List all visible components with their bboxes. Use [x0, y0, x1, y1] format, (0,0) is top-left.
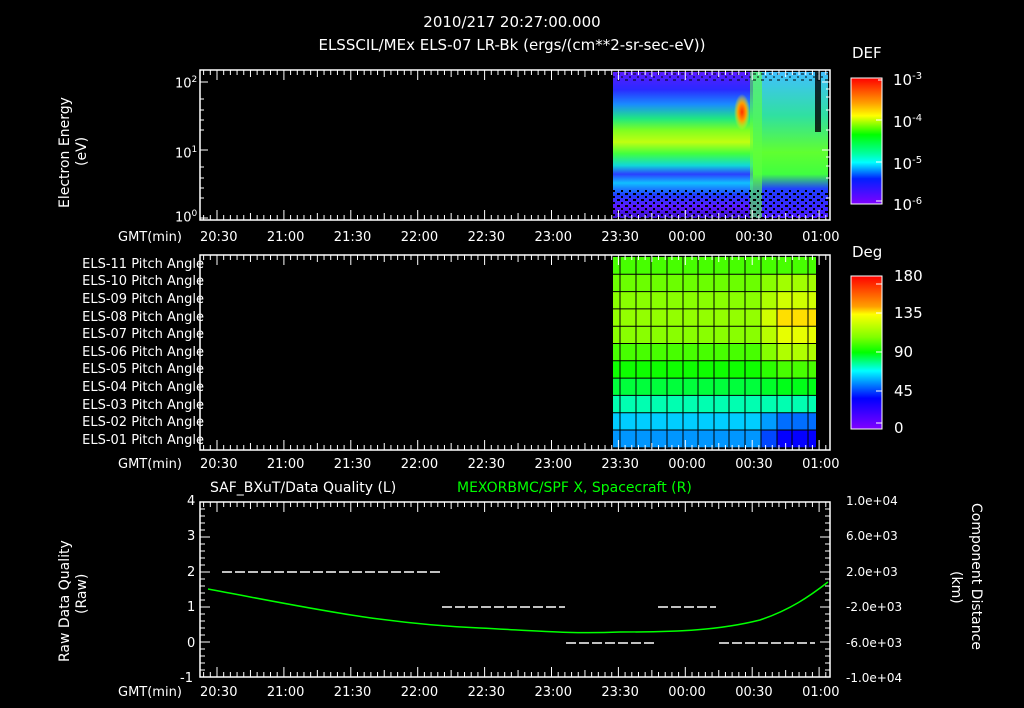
panel1-yunit: (eV)	[74, 136, 90, 166]
time-axis-label: GMT(min)	[118, 685, 182, 700]
panel3-left-title: SAF_BXuT/Data Quality (L)	[210, 480, 397, 496]
pitch-row-label: ELS-02 Pitch Angle	[82, 415, 204, 430]
pitch-grid	[613, 257, 816, 447]
deg-tick-90: 90	[894, 343, 914, 361]
panel3-rtick-2: 2.0e+03	[846, 565, 898, 579]
time-tick-label: 21:30	[333, 457, 372, 472]
def-tick-3: 10-6	[893, 196, 923, 214]
panel3-rtick-5: -1.0e+04	[846, 671, 903, 685]
def-tick-1: 10-4	[893, 113, 923, 131]
deg-tick-180: 180	[894, 267, 923, 285]
panel1-ytick-1: 101	[175, 145, 198, 162]
time-tick-label: 23:00	[534, 230, 572, 245]
def-tick-0: 10-3	[893, 71, 923, 89]
panel3-rtick-4: -6.0e+03	[846, 636, 903, 650]
deg-tick-135: 135	[894, 304, 923, 322]
time-tick-label: 20:30	[200, 457, 238, 472]
time-tick-label: 00:30	[735, 685, 773, 700]
panel3-yunit-left: (Raw)	[74, 573, 90, 614]
panel3-right-title: MEXORBMC/SPF X, Spacecraft (R)	[457, 480, 692, 496]
time-tick-label: 00:30	[735, 230, 773, 245]
panel3-ytick-0: 0	[187, 636, 196, 651]
time-tick-label: 21:30	[333, 230, 372, 245]
panel1-ytick-2: 102	[175, 75, 198, 92]
time-tick-label: 00:00	[668, 685, 706, 700]
pitch-row-label: ELS-01 Pitch Angle	[82, 433, 204, 448]
def-tick-2: 10-5	[893, 155, 923, 173]
time-tick-label: 23:00	[534, 685, 572, 700]
time-tick-label: 00:00	[668, 230, 706, 245]
panel3-ylabel-left: Raw Data Quality	[57, 540, 73, 662]
time-axis-label: GMT(min)	[118, 230, 182, 245]
deg-tick-0: 0	[894, 419, 904, 437]
time-tick-label: 01:00	[802, 457, 840, 472]
plot-timestamp: 2010/217 20:27:00.000	[423, 13, 601, 31]
time-tick-label: 21:00	[266, 457, 305, 472]
spacecraft-x-line	[207, 581, 829, 634]
time-tick-label: 22:30	[467, 230, 506, 245]
panel3-rtick-0: 1.0e+04	[846, 494, 898, 508]
panel3-ytick-4: 4	[187, 494, 196, 509]
pitch-row-label: ELS-06 Pitch Angle	[82, 345, 204, 360]
time-tick-label: 01:00	[802, 230, 840, 245]
pitch-row-label: ELS-03 Pitch Angle	[82, 398, 204, 413]
pitch-row-label: ELS-07 Pitch Angle	[82, 327, 204, 342]
time-tick-label: 22:00	[400, 457, 439, 472]
time-tick-label: 21:30	[333, 685, 372, 700]
time-tick-label: 22:00	[400, 685, 439, 700]
time-tick-label: 21:00	[266, 685, 305, 700]
time-tick-label: 00:30	[735, 457, 773, 472]
time-tick-label: 23:30	[601, 230, 639, 245]
time-axis-label: GMT(min)	[118, 457, 182, 472]
data-quality-line	[222, 571, 815, 644]
pitch-row-label: ELS-05 Pitch Angle	[82, 362, 204, 377]
panel3-yunit-right: (km)	[948, 571, 964, 604]
pitch-row-label: ELS-04 Pitch Angle	[82, 380, 204, 395]
deg-colorbar-title: Deg	[852, 243, 883, 261]
def-colorbar-title: DEF	[852, 44, 882, 62]
pitch-row-label: ELS-10 Pitch Angle	[82, 274, 204, 289]
pitch-row-label: ELS-08 Pitch Angle	[82, 310, 204, 325]
panel3-ytick-2: 2	[187, 565, 196, 580]
time-tick-label: 23:00	[534, 457, 572, 472]
panel3-rtick-3: -2.0e+03	[846, 600, 903, 614]
panel1-ylabel: Electron Energy	[57, 97, 73, 208]
time-tick-label: 23:30	[601, 457, 639, 472]
panel3-ytick-1: 1	[187, 600, 196, 615]
panel3-ylabel-right: Component Distance	[968, 503, 984, 650]
time-tick-label: 01:00	[802, 685, 840, 700]
panel1-ytick-0: 100	[175, 209, 198, 226]
deg-tick-45: 45	[894, 382, 914, 400]
time-tick-label: 00:00	[668, 457, 706, 472]
time-tick-label: 22:00	[400, 230, 439, 245]
time-tick-label: 22:30	[467, 457, 506, 472]
plot-subtitle: ELSSCIL/MEx ELS-07 LR-Bk (ergs/(cm**2-sr…	[318, 36, 706, 54]
time-tick-label: 23:30	[601, 685, 639, 700]
panel3-ytick-3: 3	[187, 529, 196, 544]
time-tick-label: 21:00	[266, 230, 305, 245]
time-tick-label: 22:30	[467, 685, 506, 700]
panel3-rtick-1: 6.0e+03	[846, 529, 898, 543]
time-tick-label: 20:30	[200, 230, 238, 245]
pitch-row-label: ELS-11 Pitch Angle	[82, 257, 204, 272]
time-tick-label: 20:30	[200, 685, 238, 700]
pitch-row-label: ELS-09 Pitch Angle	[82, 292, 204, 307]
panel3-ytick-neg1: -1	[180, 671, 193, 686]
